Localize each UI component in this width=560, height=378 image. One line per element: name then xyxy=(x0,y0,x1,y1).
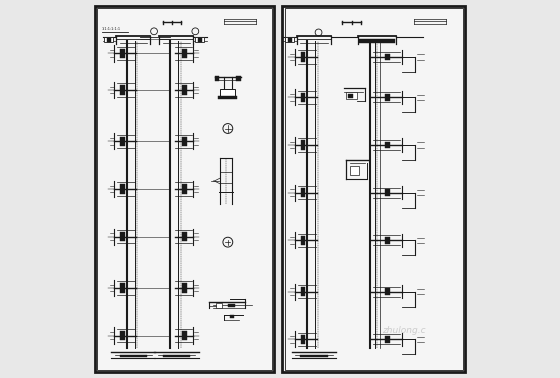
Bar xyxy=(97,8,272,370)
Bar xyxy=(195,37,204,42)
Bar xyxy=(183,283,186,293)
Bar xyxy=(120,85,125,95)
Bar xyxy=(183,331,186,341)
Bar xyxy=(183,184,186,194)
Bar xyxy=(220,89,235,96)
Bar xyxy=(348,94,353,98)
Bar xyxy=(301,235,305,245)
Bar xyxy=(183,85,186,95)
Text: 1:1:1:1:1:1: 1:1:1:1:1:1 xyxy=(102,27,121,31)
Bar xyxy=(217,303,222,308)
Bar xyxy=(301,287,305,296)
Bar xyxy=(107,38,111,42)
Bar xyxy=(300,355,328,357)
Bar xyxy=(359,39,395,43)
Bar xyxy=(95,6,274,372)
Bar xyxy=(120,136,125,146)
Bar xyxy=(385,288,390,295)
Bar xyxy=(301,335,305,344)
Bar xyxy=(301,188,305,197)
Bar xyxy=(228,304,235,307)
Bar xyxy=(120,48,125,58)
Bar xyxy=(285,37,293,42)
Bar xyxy=(120,355,147,357)
Bar xyxy=(105,37,113,42)
Bar xyxy=(236,76,241,82)
Bar xyxy=(301,93,305,102)
Bar xyxy=(385,336,390,343)
Bar xyxy=(120,184,125,194)
Bar xyxy=(120,283,125,293)
Bar xyxy=(284,8,463,370)
Bar xyxy=(385,237,390,244)
Bar xyxy=(214,76,219,82)
Bar xyxy=(346,92,357,99)
Bar xyxy=(282,6,465,372)
Bar xyxy=(230,315,234,318)
Bar xyxy=(301,140,305,150)
Bar xyxy=(385,189,390,196)
Bar xyxy=(288,38,292,42)
Bar xyxy=(385,54,390,60)
Bar xyxy=(183,48,186,58)
Bar xyxy=(218,96,237,99)
Bar xyxy=(183,136,186,146)
Bar xyxy=(385,142,390,149)
Bar xyxy=(350,166,360,175)
Bar xyxy=(120,232,125,242)
Bar xyxy=(198,38,202,42)
Bar xyxy=(163,355,190,357)
Bar xyxy=(120,331,125,341)
Bar xyxy=(183,232,186,242)
Bar xyxy=(385,94,390,101)
Text: zhulong.c: zhulong.c xyxy=(382,325,426,335)
Bar xyxy=(301,52,305,62)
